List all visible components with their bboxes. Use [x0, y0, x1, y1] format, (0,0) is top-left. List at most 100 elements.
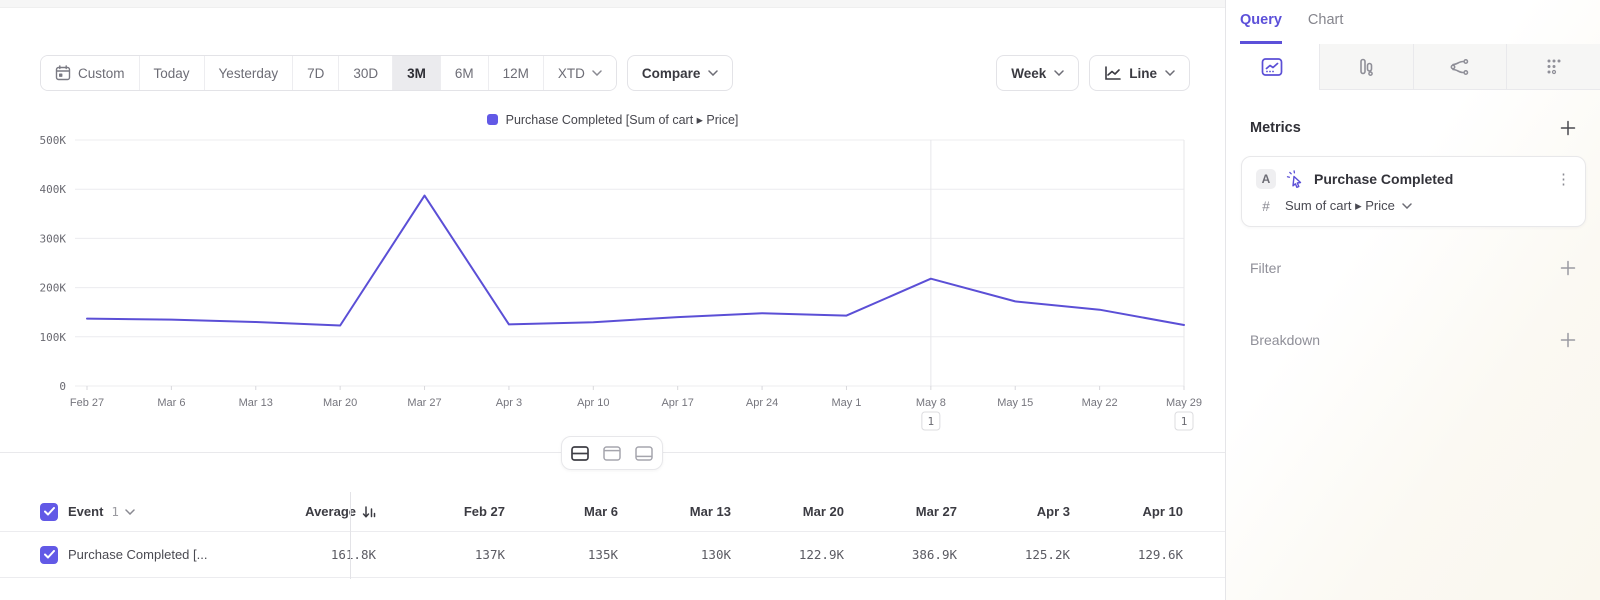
table-only-view-button[interactable]: [629, 440, 659, 466]
range-label: 3M: [407, 65, 426, 81]
results-table: Event 1 Average Feb 27 Mar 6 Mar 13 Mar 20 M…: [0, 492, 1296, 578]
layout-toggle-group: [561, 436, 663, 470]
cell-value: 130K: [700, 547, 731, 562]
breakdown-title: Breakdown: [1250, 332, 1321, 348]
range-button-6m[interactable]: 6M: [439, 56, 488, 90]
chart-only-view-button[interactable]: [597, 440, 627, 466]
calendar-icon: [55, 65, 71, 81]
row-event-name: Purchase Completed [...: [68, 547, 208, 562]
toolbar-right-group: Week Line: [996, 55, 1190, 91]
table-only-view-icon: [635, 445, 653, 461]
checkmark-icon: [43, 550, 55, 559]
date-column-headers: Feb 27 Mar 6 Mar 13 Mar 20 Mar 27 Apr 3 Apr 10…: [392, 504, 1296, 519]
metric-card[interactable]: A Purchase Completed ⋮ # Sum of cart ▸ P…: [1241, 156, 1586, 227]
event-count: 1: [111, 504, 119, 519]
svg-text:1: 1: [1181, 415, 1188, 428]
column-header-feb-27[interactable]: Feb 27: [463, 504, 505, 519]
svg-text:1: 1: [928, 415, 935, 428]
chart-legend: Purchase Completed [Sum of cart ▸ Price]: [0, 112, 1225, 127]
x-axis-tick-label: Mar 27: [407, 397, 441, 409]
filter-title: Filter: [1250, 260, 1282, 276]
flows-icon-button[interactable]: [1412, 44, 1507, 90]
x-axis-tick-label: Apr 17: [661, 397, 693, 409]
report-main-area: Custom Today Yesterday 7D 30D 3M 6M 12M XTD Comp…: [0, 55, 1296, 579]
range-button-7d[interactable]: 7D: [292, 56, 339, 90]
range-button-12m[interactable]: 12M: [487, 56, 543, 90]
range-button-custom[interactable]: Custom: [41, 56, 139, 90]
funnels-bars-icon-button[interactable]: [1318, 44, 1413, 90]
compare-button[interactable]: Compare: [626, 55, 734, 91]
aggregation-selector[interactable]: Sum of cart ▸ Price: [1285, 198, 1412, 214]
row-checkbox[interactable]: [40, 545, 58, 564]
chevron-down-icon: [1402, 203, 1412, 209]
y-axis-tick-label: 0: [59, 380, 66, 393]
chart-type-button[interactable]: Line: [1089, 55, 1190, 91]
line-chart-canvas: 0 100K 200K 300K 400K 500K 1 1 Feb 27 Mar 6 Mar 13…: [40, 134, 1202, 431]
row-average-value: 161.8K: [330, 547, 376, 562]
range-button-yesterday[interactable]: Yesterday: [203, 56, 293, 90]
insights-line-icon-button[interactable]: [1226, 44, 1319, 90]
x-axis-tick-label: Mar 6: [157, 397, 185, 409]
range-button-today[interactable]: Today: [138, 56, 204, 90]
range-button-xtd[interactable]: XTD: [542, 56, 616, 90]
legend-swatch: [486, 114, 498, 125]
split-view-icon: [571, 445, 589, 461]
column-header-mar-6[interactable]: Mar 6: [584, 504, 618, 519]
chart-toolbar: Custom Today Yesterday 7D 30D 3M 6M 12M XTD Comp…: [40, 55, 1190, 91]
y-axis-tick-label: 300K: [40, 232, 67, 245]
chart-only-view-icon: [603, 445, 621, 461]
kebab-menu-icon[interactable]: ⋮: [1556, 170, 1571, 188]
plus-icon: [1560, 260, 1576, 276]
add-breakdown-button[interactable]: [1560, 332, 1576, 348]
x-axis-tick-label: Mar 20: [323, 397, 357, 409]
numeric-property-icon: #: [1262, 198, 1270, 214]
sort-descending-icon: [362, 505, 376, 518]
series-line[interactable]: [86, 194, 1185, 327]
table-row: Purchase Completed [... 161.8K 137K 135K 1…: [0, 532, 1296, 578]
metric-event-name: Purchase Completed: [1314, 171, 1454, 187]
plus-icon: [1560, 120, 1576, 136]
select-all-checkbox[interactable]: [40, 502, 58, 521]
range-button-3m[interactable]: 3M: [392, 56, 440, 90]
tab-query[interactable]: Query: [1240, 12, 1282, 44]
average-column-header[interactable]: Average: [240, 504, 376, 519]
annotation-badge[interactable]: 1: [1174, 411, 1194, 431]
chevron-down-icon: [1054, 70, 1064, 76]
add-metric-button[interactable]: [1560, 120, 1576, 136]
compare-label: Compare: [641, 65, 701, 81]
x-axis-tick-label: Apr 10: [577, 397, 609, 409]
line-chart-icon: [1105, 65, 1122, 80]
column-header-apr-10[interactable]: Apr 10: [1142, 504, 1183, 519]
tab-chart[interactable]: Chart: [1307, 12, 1344, 28]
column-header-mar-20[interactable]: Mar 20: [802, 504, 844, 519]
breakdown-section-header: Breakdown: [1250, 332, 1576, 348]
x-axis-tick-label: May 1: [831, 397, 861, 409]
x-axis-tick-label: Apr 24: [746, 397, 778, 409]
annotation-badge[interactable]: 1: [921, 411, 941, 431]
legend-label: Purchase Completed [Sum of cart ▸ Price]: [505, 113, 739, 127]
range-label: 7D: [307, 65, 325, 81]
event-header-toggle[interactable]: Event 1: [68, 504, 135, 519]
retention-dots-icon-button[interactable]: [1506, 44, 1600, 90]
chevron-down-icon: [592, 70, 602, 76]
range-label: Custom: [78, 65, 125, 81]
chevron-down-icon: [125, 508, 135, 515]
metric-letter-badge: A: [1256, 169, 1276, 189]
add-filter-button[interactable]: [1560, 260, 1576, 276]
split-view-button[interactable]: [565, 440, 595, 466]
range-label: 30D: [353, 65, 379, 81]
column-header-mar-13[interactable]: Mar 13: [689, 504, 731, 519]
x-axis-tick-label: Apr 3: [496, 397, 522, 409]
range-button-30d[interactable]: 30D: [338, 56, 393, 90]
event-header-label: Event: [68, 504, 104, 519]
y-axis-tick-label: 200K: [40, 282, 67, 295]
line-chart[interactable]: 0 100K 200K 300K 400K 500K 1 1 Feb 27 Mar 6 Mar 13…: [0, 130, 1225, 450]
flows-icon: [1450, 58, 1469, 75]
x-axis-tick-label: May 15: [997, 397, 1033, 409]
range-label: XTD: [557, 65, 585, 81]
x-axis-tick-label: Feb 27: [70, 397, 104, 409]
page-top-edge: [0, 0, 1600, 8]
granularity-button[interactable]: Week: [996, 55, 1080, 91]
column-header-apr-3[interactable]: Apr 3: [1036, 504, 1070, 519]
column-header-mar-27[interactable]: Mar 27: [915, 504, 957, 519]
